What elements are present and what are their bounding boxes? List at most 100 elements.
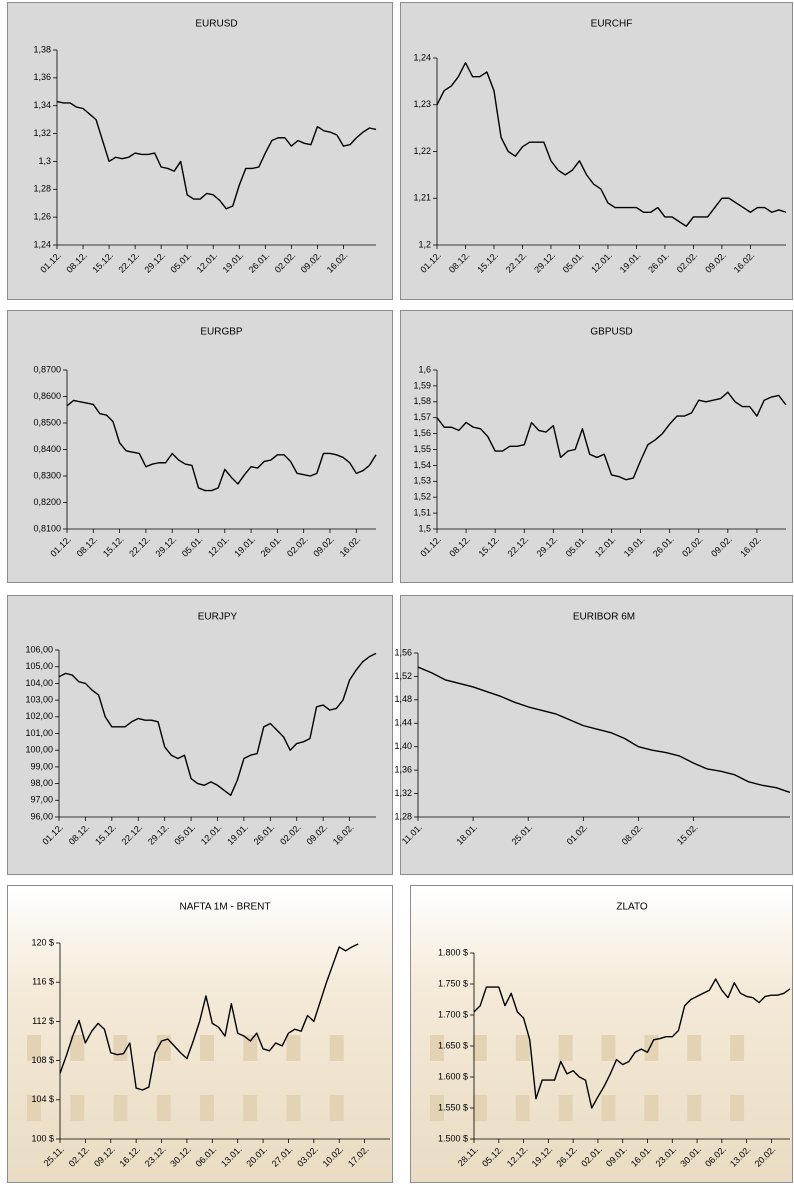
y-tick-label: 1,6 bbox=[418, 364, 431, 374]
y-tick-label: 1,24 bbox=[413, 52, 431, 62]
y-tick-label: 1,28 bbox=[33, 184, 51, 194]
chart-panel: GBPUSD1,51,511,521,531,541,551,561,571,5… bbox=[401, 311, 793, 583]
y-tick-label: 1.700 $ bbox=[438, 1009, 468, 1019]
y-tick-label: 1,34 bbox=[33, 100, 51, 110]
y-tick-label: 1.750 $ bbox=[438, 978, 468, 988]
y-tick-label: 97,00 bbox=[30, 795, 53, 805]
y-tick-label: 1,58 bbox=[413, 396, 431, 406]
y-tick-label: 0,8300 bbox=[33, 470, 61, 480]
y-tick-label: 104 $ bbox=[31, 1094, 54, 1104]
y-tick-label: 0,8400 bbox=[33, 444, 61, 454]
building-window bbox=[602, 1095, 616, 1121]
building-window bbox=[157, 1095, 171, 1121]
y-tick-label: 1,28 bbox=[394, 811, 412, 821]
y-tick-label: 1,52 bbox=[413, 492, 431, 502]
building-window bbox=[730, 1095, 744, 1121]
y-tick-label: 1,21 bbox=[413, 193, 431, 203]
building-window bbox=[516, 1035, 530, 1061]
building-window bbox=[330, 1035, 344, 1061]
chart-title: EURGBP bbox=[200, 327, 243, 338]
chart-title: GBPUSD bbox=[590, 327, 632, 338]
y-tick-label: 1,23 bbox=[413, 99, 431, 109]
y-tick-label: 1,22 bbox=[413, 146, 431, 156]
building-window bbox=[473, 1095, 487, 1121]
y-tick-label: 100,00 bbox=[25, 745, 53, 755]
y-tick-label: 1,32 bbox=[394, 788, 412, 798]
y-tick-label: 100 $ bbox=[31, 1133, 54, 1143]
y-tick-label: 112 $ bbox=[32, 1016, 54, 1026]
y-tick-label: 1,51 bbox=[413, 507, 431, 517]
chart-title: NAFTA 1M - BRENT bbox=[180, 902, 271, 913]
y-tick-label: 0,8600 bbox=[33, 391, 61, 401]
y-tick-label: 1,56 bbox=[394, 647, 412, 657]
y-tick-label: 1,53 bbox=[413, 476, 431, 486]
panel-background bbox=[401, 596, 793, 875]
y-tick-label: 1,54 bbox=[413, 460, 431, 470]
y-tick-label: 1,26 bbox=[33, 212, 51, 222]
y-tick-label: 1,36 bbox=[394, 765, 412, 775]
building-window bbox=[243, 1095, 257, 1121]
y-tick-label: 0,8700 bbox=[33, 364, 61, 374]
y-tick-label: 1,59 bbox=[413, 380, 431, 390]
y-tick-label: 99,00 bbox=[30, 761, 53, 771]
building-window bbox=[70, 1095, 84, 1121]
y-tick-label: 0,8500 bbox=[33, 417, 61, 427]
chart-panel: EURGBP 0,8100 0,8200 0,8300 0,8400 0,8500 0,86… bbox=[8, 311, 393, 583]
y-tick-label: 1,52 bbox=[394, 671, 412, 681]
y-tick-label: 1.500 $ bbox=[438, 1133, 468, 1143]
building-window bbox=[602, 1035, 616, 1061]
y-tick-label: 1,32 bbox=[33, 128, 51, 138]
y-tick-label: 1.600 $ bbox=[438, 1071, 468, 1081]
y-tick-label: 120 $ bbox=[31, 937, 54, 947]
y-tick-label: 1.550 $ bbox=[438, 1102, 468, 1112]
chart-title: ZLATO bbox=[616, 902, 648, 913]
chart-panel: EURIBOR 6M 1,28 1,32 1,36 1,40 1,44 1,48 1,52 1,… bbox=[394, 596, 792, 875]
y-tick-label: 98,00 bbox=[30, 778, 53, 788]
building-window bbox=[559, 1035, 573, 1061]
y-tick-label: 1,48 bbox=[394, 694, 412, 704]
y-tick-label: 1,3 bbox=[38, 156, 51, 166]
page: EURUSD1,241,261,281,31,321,341,361,3801.… bbox=[0, 0, 794, 1184]
chart-title: EURCHF bbox=[591, 19, 633, 30]
y-tick-label: 1,36 bbox=[33, 72, 51, 82]
chart-title: EURIBOR 6M bbox=[573, 612, 635, 623]
y-tick-label: 0,8100 bbox=[33, 523, 61, 533]
building-window bbox=[114, 1095, 128, 1121]
building-window bbox=[287, 1035, 301, 1061]
building-window bbox=[200, 1095, 214, 1121]
chart-title: EURUSD bbox=[195, 19, 237, 30]
chart-panel: ZLATO 1.500 $ 1.550 $ 1.600 $ 1.650 $ 1.700 $… bbox=[411, 886, 793, 1183]
y-tick-label: 96,00 bbox=[30, 811, 53, 821]
building-window bbox=[287, 1095, 301, 1121]
building-window bbox=[687, 1035, 701, 1061]
panel-background bbox=[8, 886, 393, 1183]
y-tick-label: 1,57 bbox=[413, 412, 431, 422]
building-window bbox=[200, 1035, 214, 1061]
building-window bbox=[243, 1035, 257, 1061]
panel-background bbox=[8, 3, 393, 300]
y-tick-label: 101,00 bbox=[25, 728, 53, 738]
building-window bbox=[730, 1035, 744, 1061]
building-window bbox=[644, 1095, 658, 1121]
y-tick-label: 1,24 bbox=[33, 239, 51, 249]
y-tick-label: 103,00 bbox=[25, 694, 53, 704]
y-tick-label: 1,55 bbox=[413, 444, 431, 454]
building-window bbox=[559, 1095, 573, 1121]
y-tick-label: 106,00 bbox=[25, 644, 53, 654]
chart-panel: EURCHF1,21,211,221,231,2401.12.08.12.15.… bbox=[401, 3, 793, 300]
building-window bbox=[473, 1035, 487, 1061]
y-tick-label: 105,00 bbox=[25, 661, 53, 671]
y-tick-label: 1,38 bbox=[33, 44, 51, 54]
chart-panel: EURUSD1,241,261,281,31,321,341,361,3801.… bbox=[8, 3, 393, 300]
y-tick-label: 104,00 bbox=[25, 678, 53, 688]
y-tick-label: 102,00 bbox=[25, 711, 53, 721]
y-tick-label: 1.650 $ bbox=[438, 1040, 468, 1050]
y-tick-label: 0,8200 bbox=[33, 497, 61, 507]
y-tick-label: 1,44 bbox=[394, 718, 412, 728]
y-tick-label: 1,40 bbox=[394, 741, 412, 751]
building-window bbox=[516, 1095, 530, 1121]
chart-panel: EURJPY96,0097,0098,0099,00100,00101,0010… bbox=[8, 596, 393, 875]
y-tick-label: 1.800 $ bbox=[438, 947, 468, 957]
y-tick-label: 116 $ bbox=[32, 977, 54, 987]
